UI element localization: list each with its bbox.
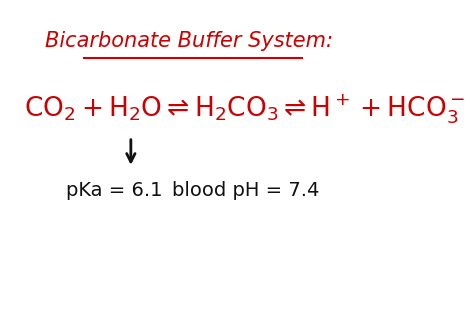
Text: $\mathregular{CO_2 + H_2O \rightleftharpoons H_2CO_3 \rightleftharpoons H^+ + HC: $\mathregular{CO_2 + H_2O \rightleftharp… xyxy=(24,92,465,126)
Text: Bicarbonate Buffer System:: Bicarbonate Buffer System: xyxy=(45,31,333,51)
Text: pKa = 6.1: pKa = 6.1 xyxy=(66,181,162,200)
Text: blood pH = 7.4: blood pH = 7.4 xyxy=(172,181,319,200)
